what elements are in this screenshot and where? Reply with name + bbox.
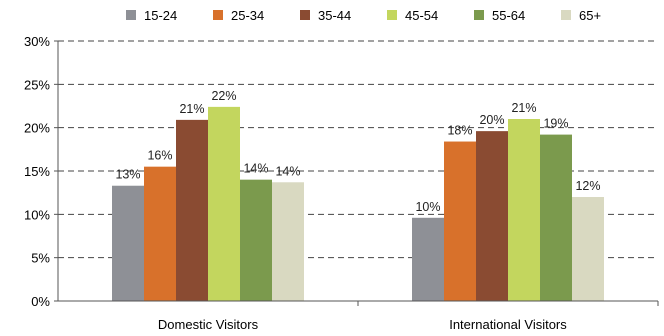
y-tick-label: 20% — [24, 121, 50, 136]
legend-swatch — [300, 10, 310, 20]
legend-label: 55-64 — [492, 8, 525, 23]
y-axis: 0% 5% 10% 15% 20% 25% 30% — [24, 34, 59, 309]
data-label: 21% — [511, 101, 536, 115]
bar-25-34 — [144, 166, 176, 301]
legend-swatch — [561, 10, 571, 20]
legend-swatch — [387, 10, 397, 20]
data-label: 16% — [147, 149, 172, 163]
y-tick-label: 5% — [31, 251, 50, 266]
data-label: 22% — [211, 89, 236, 103]
legend-label: 35-44 — [318, 8, 351, 23]
bar-35-44 — [176, 119, 208, 301]
legend-swatch — [126, 10, 136, 20]
legend: 15-24 25-34 35-44 45-54 55-64 65+ — [126, 8, 601, 23]
data-label: 19% — [543, 117, 568, 131]
bar-15-24 — [412, 217, 444, 301]
legend-swatch — [213, 10, 223, 20]
category-label: International Visitors — [449, 317, 567, 332]
y-tick-label: 30% — [24, 34, 50, 49]
legend-swatch — [474, 10, 484, 20]
bar-55-64 — [540, 134, 572, 301]
y-tick-label: 0% — [31, 294, 50, 309]
x-axis: Domestic Visitors International Visitors — [58, 300, 659, 332]
data-label: 14% — [243, 162, 268, 176]
category-label: Domestic Visitors — [158, 317, 259, 332]
data-labels: 13% 16% 21% 22% 14% 14% 10% 18% 20% 21% 19% 12% — [115, 89, 600, 214]
y-tick-label: 10% — [24, 207, 50, 222]
bar-25-34 — [444, 141, 476, 301]
data-label: 21% — [179, 102, 204, 116]
legend-label: 15-24 — [144, 8, 177, 23]
bar-65plus — [572, 197, 604, 301]
data-label: 14% — [275, 164, 300, 178]
bar-55-64 — [240, 179, 272, 301]
legend-label: 45-54 — [405, 8, 438, 23]
bar-45-54 — [508, 119, 540, 301]
bars — [112, 106, 604, 301]
y-tick-label: 25% — [24, 77, 50, 92]
data-label: 13% — [115, 168, 140, 182]
data-label: 10% — [415, 200, 440, 214]
y-tick-label: 15% — [24, 164, 50, 179]
legend-label: 65+ — [579, 8, 601, 23]
data-label: 12% — [575, 179, 600, 193]
bar-65plus — [272, 182, 304, 301]
data-label: 20% — [479, 113, 504, 127]
bar-35-44 — [476, 131, 508, 301]
bar-45-54 — [208, 106, 240, 301]
legend-label: 25-34 — [231, 8, 264, 23]
data-label: 18% — [447, 124, 472, 138]
bar-15-24 — [112, 185, 144, 301]
